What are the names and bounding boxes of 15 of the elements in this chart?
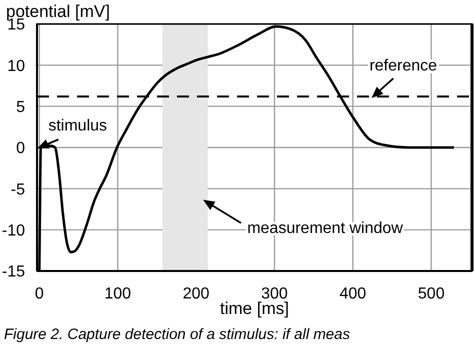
x-tick-label: 500	[418, 285, 445, 302]
y-tick-label: -5	[10, 181, 26, 198]
x-tick-label: 0	[34, 285, 44, 302]
x-tick-label: 400	[340, 285, 366, 302]
caption: Figure 2. Capture detection of a stimulus: if all meas	[3, 326, 351, 343]
y-tick-label: 5	[16, 99, 26, 116]
annotation: stimulus	[48, 118, 108, 134]
x-tick-label: 200	[182, 285, 210, 302]
annotation: measurement window	[247, 220, 404, 237]
y-tick-label: 0	[16, 140, 26, 158]
x-tick-label: 100	[104, 285, 132, 302]
y-tick-label: -10	[2, 222, 26, 240]
y-tick-label: 10	[7, 58, 26, 75]
y-tick-label: -15	[2, 264, 26, 281]
annotation: reference	[369, 57, 438, 74]
